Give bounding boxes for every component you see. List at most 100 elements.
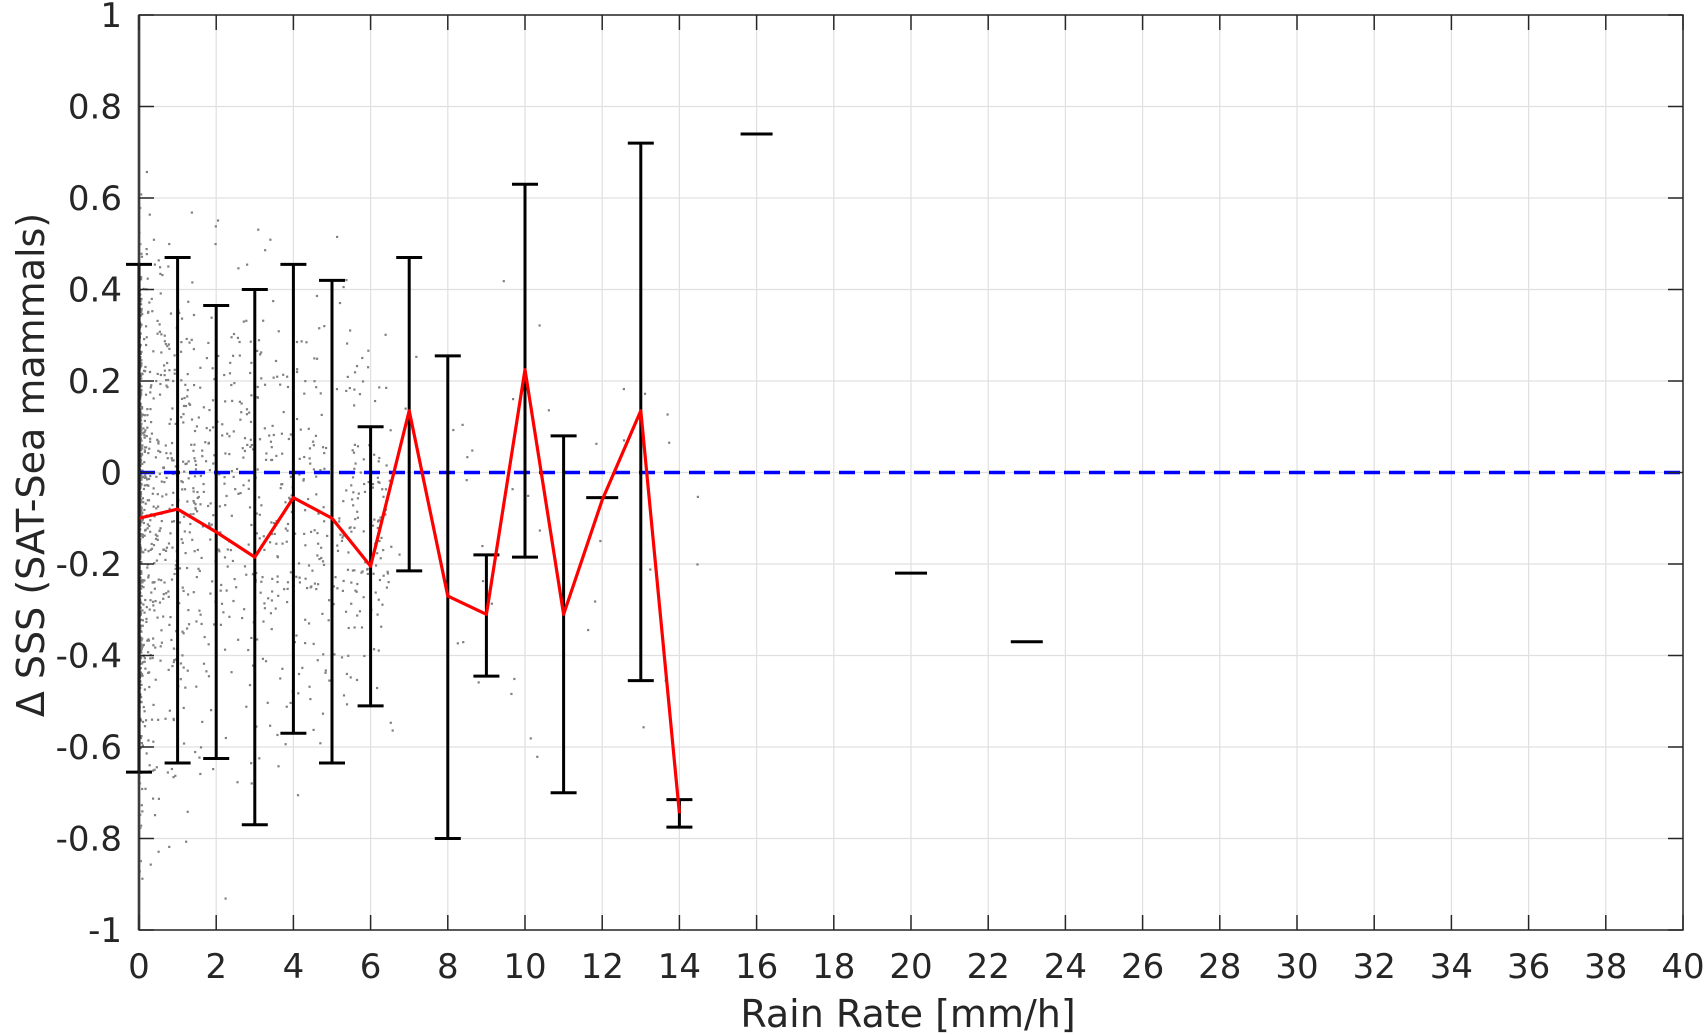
scatter-point: [536, 755, 539, 758]
scatter-point: [327, 619, 330, 622]
scatter-point: [190, 443, 193, 446]
y-tick-label: 0: [100, 454, 122, 494]
scatter-point: [367, 480, 370, 484]
scatter-point: [151, 797, 155, 800]
scatter-point: [141, 519, 144, 522]
scatter-point: [166, 386, 169, 389]
scatter-point: [259, 591, 262, 594]
scatter-point: [189, 522, 192, 526]
y-tick-label: -0.4: [56, 637, 122, 677]
scatter-point: [167, 378, 170, 382]
scatter-point: [140, 309, 143, 312]
scatter-point: [150, 420, 153, 424]
scatter-point: [236, 336, 240, 339]
scatter-point: [595, 442, 598, 445]
x-tick-label: 12: [581, 947, 624, 987]
scatter-point: [219, 623, 222, 626]
scatter-point: [154, 456, 158, 459]
scatter-point: [250, 782, 253, 785]
scatter-point: [146, 639, 149, 642]
scatter-point: [185, 566, 189, 570]
scatter-point: [313, 380, 316, 383]
scatter-point: [302, 479, 305, 482]
scatter-point: [140, 570, 143, 574]
scatter-point: [140, 511, 143, 514]
scatter-point: [140, 255, 144, 258]
scatter-point: [276, 575, 279, 578]
scatter-point: [139, 453, 143, 456]
scatter-point: [245, 408, 249, 411]
scatter-point: [286, 587, 289, 591]
scatter-point: [286, 581, 290, 584]
scatter-point: [151, 769, 155, 772]
scatter-point: [139, 610, 142, 613]
scatter-point: [141, 447, 144, 450]
scatter-point: [307, 564, 311, 567]
scatter-point: [323, 467, 326, 470]
scatter-point: [527, 494, 530, 497]
scatter-point: [285, 540, 288, 543]
scatter-point: [181, 481, 184, 484]
scatter-point: [284, 743, 287, 746]
scatter-point: [246, 263, 249, 266]
scatter-point: [345, 489, 348, 492]
scatter-point: [298, 576, 301, 579]
scatter-point: [182, 632, 185, 635]
scatter-point: [149, 391, 152, 394]
scatter-point: [323, 451, 326, 455]
scatter-point: [379, 516, 382, 519]
scatter-point: [172, 379, 175, 383]
scatter-point: [152, 505, 155, 508]
scatter-point: [141, 877, 144, 880]
scatter-point: [220, 583, 223, 587]
scatter-point: [139, 493, 143, 496]
mean-line-group: [138, 367, 681, 814]
scatter-point: [270, 628, 273, 631]
scatter-point: [256, 468, 259, 471]
scatter-point: [152, 397, 155, 400]
y-tick-label: 0.8: [68, 88, 122, 128]
scatter-point: [386, 570, 389, 573]
scatter-point: [362, 458, 365, 461]
scatter-point: [233, 577, 236, 581]
scatter-point: [243, 608, 246, 611]
scatter-point: [140, 444, 143, 448]
scatter-point: [289, 433, 292, 436]
scatter-point: [173, 659, 176, 662]
scatter-point: [643, 392, 647, 395]
scatter-point: [188, 531, 191, 534]
scatter-point: [361, 380, 365, 383]
scatter-point: [142, 586, 145, 589]
scatter-point: [258, 496, 261, 499]
scatter-point: [181, 654, 184, 657]
scatter-point: [398, 553, 401, 556]
scatter-point: [144, 719, 148, 722]
scatter-point: [183, 488, 187, 491]
scatter-point: [336, 544, 339, 547]
scatter-point: [205, 670, 208, 673]
scatter-point: [235, 586, 238, 589]
scatter-point: [171, 503, 174, 507]
scatter-point: [159, 645, 162, 648]
scatter-point: [285, 705, 288, 708]
scatter-point: [318, 557, 321, 561]
scatter-point: [356, 445, 360, 448]
scatter-point: [142, 521, 146, 525]
scatter-point: [140, 662, 144, 665]
scatter-point: [247, 487, 250, 490]
scatter-point: [245, 319, 248, 322]
scatter-point: [140, 683, 143, 686]
scatter-point: [354, 518, 357, 521]
scatter-point: [379, 557, 382, 560]
scatter-point: [376, 613, 379, 616]
scatter-point: [350, 602, 353, 605]
scatter-point: [274, 359, 278, 363]
scatter-point: [155, 475, 158, 478]
scatter-point: [376, 526, 379, 530]
scatter-point: [313, 529, 316, 532]
scatter-point: [261, 576, 264, 579]
scatter-point: [286, 375, 289, 378]
scatter-point: [466, 456, 469, 459]
scatter-point: [231, 399, 234, 403]
